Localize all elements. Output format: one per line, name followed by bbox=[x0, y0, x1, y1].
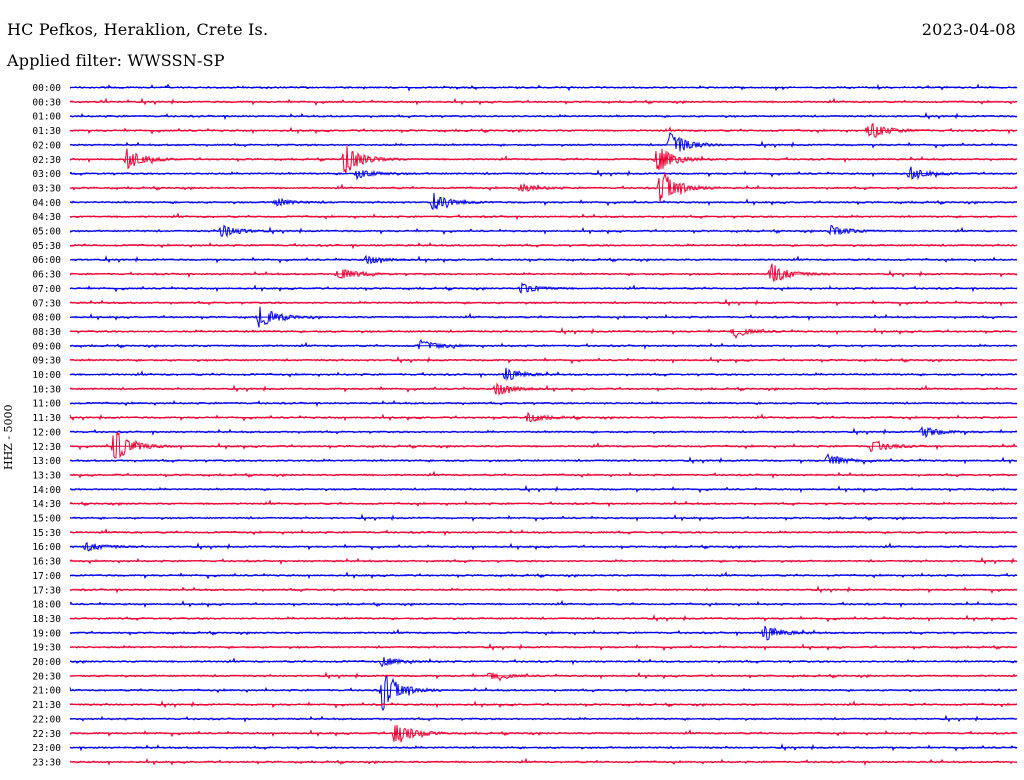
trace-row bbox=[69, 192, 1017, 211]
row-time-label: 11:00 bbox=[32, 399, 61, 410]
row-time-label: 16:00 bbox=[32, 542, 61, 553]
trace-row bbox=[69, 671, 1018, 682]
row-time-label: 12:00 bbox=[32, 427, 61, 438]
row-time-label: 05:30 bbox=[32, 241, 61, 252]
row-time-label: 08:00 bbox=[32, 313, 61, 324]
row-time-label: 02:30 bbox=[32, 155, 61, 166]
row-time-label: 20:30 bbox=[32, 671, 61, 682]
row-time-label: 06:30 bbox=[32, 270, 61, 281]
row-time-label: 19:00 bbox=[32, 628, 61, 639]
row-time-label: 17:00 bbox=[32, 571, 61, 582]
row-time-label: 15:30 bbox=[32, 528, 61, 539]
row-time-label: 18:00 bbox=[32, 600, 61, 611]
row-time-label: 03:00 bbox=[32, 169, 61, 180]
row-time-label: 19:30 bbox=[32, 643, 61, 654]
row-time-label: 07:00 bbox=[32, 284, 61, 295]
row-time-label: 00:30 bbox=[32, 97, 61, 108]
trace-row bbox=[69, 146, 1018, 174]
row-time-label: 18:30 bbox=[32, 614, 61, 625]
row-time-label: 23:00 bbox=[32, 743, 61, 754]
trace-row bbox=[69, 282, 1018, 295]
trace-row bbox=[69, 131, 1018, 152]
row-time-label: 08:30 bbox=[32, 327, 61, 338]
row-time-label: 06:00 bbox=[32, 255, 61, 266]
row-time-label: 00:00 bbox=[32, 83, 61, 94]
row-time-label: 17:30 bbox=[32, 585, 61, 596]
row-time-label: 22:00 bbox=[32, 714, 61, 725]
row-time-label: 02:00 bbox=[32, 140, 61, 151]
row-time-label: 14:00 bbox=[32, 485, 61, 496]
row-time-label: 03:30 bbox=[32, 183, 61, 194]
trace-row bbox=[70, 431, 1018, 459]
row-time-label: 21:00 bbox=[32, 686, 61, 697]
station-title: HC Pefkos, Heraklion, Crete Is. bbox=[7, 20, 269, 39]
row-time-label: 10:00 bbox=[32, 370, 61, 381]
row-time-label: 09:00 bbox=[32, 341, 61, 352]
filter-label: Applied filter: WWSSN-SP bbox=[7, 51, 225, 70]
row-time-label: 22:30 bbox=[32, 729, 61, 740]
trace-row bbox=[69, 166, 1018, 181]
row-time-label: 01:00 bbox=[32, 112, 61, 123]
row-time-label: 05:00 bbox=[32, 227, 61, 238]
trace-row bbox=[69, 339, 1018, 350]
row-time-label: 21:30 bbox=[32, 700, 61, 711]
trace-row bbox=[69, 367, 1018, 382]
row-time-label: 07:30 bbox=[32, 298, 61, 309]
trace-row bbox=[69, 453, 1017, 466]
row-time-label: 11:30 bbox=[32, 413, 61, 424]
row-time-label: 10:30 bbox=[32, 384, 61, 395]
row-time-label: 04:30 bbox=[32, 212, 61, 223]
row-time-label: 20:00 bbox=[32, 657, 61, 668]
row-time-label: 12:30 bbox=[32, 442, 61, 453]
trace-row bbox=[70, 327, 1018, 340]
trace-row bbox=[69, 263, 1018, 282]
row-time-label: 23:30 bbox=[32, 757, 61, 768]
row-time-label: 13:00 bbox=[32, 456, 61, 467]
row-time-label: 01:30 bbox=[32, 126, 61, 137]
row-time-label: 15:00 bbox=[32, 514, 61, 525]
row-time-label: 04:00 bbox=[32, 198, 61, 209]
row-time-label: 13:30 bbox=[32, 470, 61, 481]
row-time-label: 14:30 bbox=[32, 499, 61, 510]
row-time-label: 16:30 bbox=[32, 557, 61, 568]
row-time-label: 09:30 bbox=[32, 356, 61, 367]
date-label: 2023-04-08 bbox=[921, 20, 1016, 39]
